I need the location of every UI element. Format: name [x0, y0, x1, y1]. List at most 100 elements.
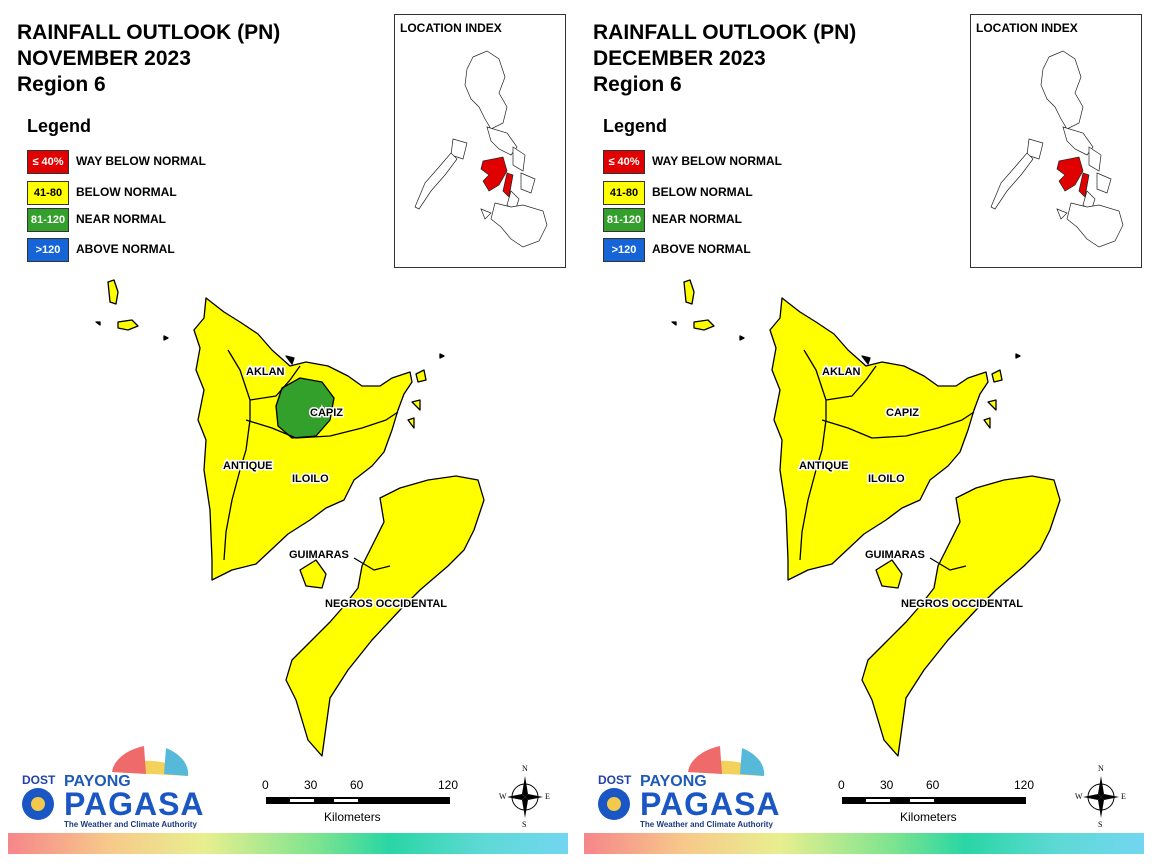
map-title: RAINFALL OUTLOOK (PN) DECEMBER 2023 Regi… [593, 20, 856, 98]
legend-swatch: 41-80 [603, 181, 645, 205]
location-index-title: LOCATION INDEX [976, 21, 1078, 35]
payong-pagasa-logo: DOST PAYONG PAGASA The Weather and Clima… [16, 740, 204, 832]
legend-item-above-normal: >120 ABOVE NORMAL [27, 238, 287, 262]
footer-gradient-bar [584, 833, 1144, 854]
payong-pagasa-logo: DOST PAYONG PAGASA The Weather and Clima… [592, 740, 780, 832]
compass-w: W [1075, 792, 1083, 801]
umbrella-icon [22, 746, 189, 820]
legend-swatch: ≤ 40% [27, 150, 69, 174]
title-line-1: RAINFALL OUTLOOK (PN) [593, 21, 857, 44]
island-panay [193, 297, 413, 581]
label-antique: ANTIQUE [799, 460, 849, 472]
pagasa-text: PAGASA [640, 786, 781, 822]
north-arrow: N S W E [1075, 764, 1127, 830]
compass-w: W [499, 792, 507, 801]
map-title: RAINFALL OUTLOOK (PN) NOVEMBER 2023 Regi… [17, 20, 280, 98]
region-6-highlight [480, 156, 508, 192]
legend-item-below-normal: 41-80 BELOW NORMAL [603, 181, 863, 205]
payong-text: PAYONG [64, 773, 131, 790]
province-negros-occidental [861, 475, 1061, 757]
boundary-capiz-iloilo [245, 411, 399, 439]
dost-text: DOST [598, 773, 632, 787]
legend-swatch: 81-120 [603, 208, 645, 232]
label-iloilo: ILOILO [868, 473, 905, 485]
footer-gradient-bar [8, 833, 568, 854]
island-boracay-area [117, 319, 139, 331]
legend-label: NEAR NORMAL [652, 212, 742, 226]
november-outlook-panel: RAINFALL OUTLOOK (PN) NOVEMBER 2023 Regi… [8, 14, 568, 854]
legend-swatch: >120 [27, 238, 69, 262]
boundary-antique [223, 349, 251, 561]
label-negros-occidental: NEGROS OCCIDENTAL [901, 598, 1023, 610]
label-aklan: AKLAN [822, 366, 861, 378]
scale-tick: 120 [438, 778, 459, 792]
province-guimaras [875, 559, 903, 589]
label-negros-occidental: NEGROS OCCIDENTAL [325, 598, 447, 610]
legend-item-near-normal: 81-120 NEAR NORMAL [603, 208, 863, 232]
scale-bar-graphic [266, 797, 450, 804]
scale-tick: 120 [1014, 778, 1035, 792]
tagline-text: The Weather and Climate Authority [64, 820, 197, 829]
legend-title: Legend [603, 116, 668, 136]
boundary-negros-oriental [353, 557, 391, 571]
compass-n: N [1098, 764, 1104, 773]
label-capiz: CAPIZ [310, 407, 343, 419]
legend-label: ABOVE NORMAL [652, 242, 751, 256]
title-line-3: Region 6 [593, 73, 682, 96]
title-line-2: DECEMBER 2023 [593, 47, 766, 70]
location-index-map: LOCATION INDEX [394, 14, 566, 268]
legend-swatch: 41-80 [27, 181, 69, 205]
scale-bar: 0 30 60 120 Kilometers [838, 778, 1048, 828]
tagline-text: The Weather and Climate Authority [640, 820, 773, 829]
boundary-antique [799, 349, 827, 561]
scale-tick: 0 [262, 778, 269, 792]
boundary-capiz-iloilo [821, 411, 975, 439]
compass-s: S [1098, 820, 1103, 829]
legend-swatch: >120 [603, 238, 645, 262]
label-guimaras: GUIMARAS [865, 549, 925, 561]
legend-label: WAY BELOW NORMAL [652, 154, 783, 168]
boundary-negros-oriental [929, 557, 967, 571]
island-panay [769, 297, 989, 581]
island-carabao [683, 279, 695, 305]
label-iloilo: ILOILO [292, 473, 329, 485]
boundary-aklan-capiz [825, 365, 877, 401]
label-capiz: CAPIZ [886, 407, 919, 419]
philippines-outline-map [990, 50, 1124, 248]
scale-units: Kilometers [900, 810, 957, 824]
title-line-2: NOVEMBER 2023 [17, 47, 191, 70]
legend-item-way-below-normal: ≤ 40% WAY BELOW NORMAL [603, 150, 863, 174]
north-arrow: N S W E [499, 764, 551, 830]
dost-text: DOST [22, 773, 56, 787]
legend-title: Legend [27, 116, 92, 136]
legend-label: NEAR NORMAL [76, 212, 166, 226]
december-outlook-panel: RAINFALL OUTLOOK (PN) DECEMBER 2023 Regi… [576, 0, 1152, 864]
legend-item-below-normal: 41-80 BELOW NORMAL [27, 181, 287, 205]
scale-units: Kilometers [324, 810, 381, 824]
scale-tick: 60 [350, 778, 364, 792]
label-guimaras: GUIMARAS [289, 549, 349, 561]
philippines-outline-map [414, 50, 548, 248]
scale-tick: 30 [304, 778, 318, 792]
legend-label: BELOW NORMAL [652, 185, 753, 199]
compass-s: S [522, 820, 527, 829]
compass-e: E [1121, 792, 1126, 801]
near-normal-area-capiz [275, 377, 335, 439]
label-antique: ANTIQUE [223, 460, 273, 472]
compass-rose-icon [1083, 776, 1119, 818]
island-carabao [107, 279, 119, 305]
scale-tick: 0 [838, 778, 845, 792]
location-index-title: LOCATION INDEX [400, 21, 502, 35]
legend-swatch: ≤ 40% [603, 150, 645, 174]
compass-rose-icon [507, 776, 543, 818]
location-index-map: LOCATION INDEX [970, 14, 1142, 268]
legend-item-way-below-normal: ≤ 40% WAY BELOW NORMAL [27, 150, 287, 174]
scale-bar: 0 30 60 120 Kilometers [262, 778, 472, 828]
legend-swatch: 81-120 [27, 208, 69, 232]
label-aklan: AKLAN [246, 366, 285, 378]
scale-tick: 60 [926, 778, 940, 792]
title-line-1: RAINFALL OUTLOOK (PN) [17, 21, 281, 44]
scale-tick: 30 [880, 778, 894, 792]
compass-e: E [545, 792, 550, 801]
